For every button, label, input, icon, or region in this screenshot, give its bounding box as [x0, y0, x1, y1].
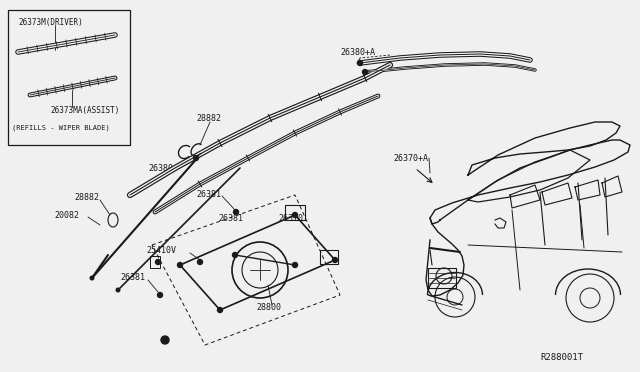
Circle shape [234, 209, 239, 215]
Text: R288001T: R288001T [540, 353, 583, 362]
Circle shape [232, 253, 237, 257]
Circle shape [198, 260, 202, 264]
Circle shape [90, 276, 94, 280]
Text: 26373MA(ASSIST): 26373MA(ASSIST) [50, 106, 120, 115]
Circle shape [161, 336, 169, 344]
Circle shape [292, 263, 298, 267]
Circle shape [163, 337, 168, 343]
Text: 26381: 26381 [218, 214, 243, 222]
Bar [285, 205, 305, 220]
Circle shape [362, 70, 367, 74]
Circle shape [193, 155, 198, 160]
Circle shape [292, 212, 298, 218]
Text: 25410V: 25410V [146, 246, 176, 254]
Bar [320, 250, 338, 264]
Text: 26381: 26381 [196, 189, 221, 199]
Circle shape [177, 263, 182, 267]
Text: 26381: 26381 [120, 273, 145, 282]
Text: 20082: 20082 [54, 211, 79, 219]
Circle shape [157, 292, 163, 298]
Bar [8, 10, 130, 145]
Circle shape [156, 260, 161, 264]
Text: 26373M(DRIVER): 26373M(DRIVER) [18, 17, 83, 26]
Bar [150, 256, 160, 268]
Text: 26370+A: 26370+A [393, 154, 428, 163]
Circle shape [218, 308, 223, 312]
Text: 28882: 28882 [74, 192, 99, 202]
Text: 28800: 28800 [256, 304, 281, 312]
Circle shape [358, 61, 362, 65]
Text: 26380: 26380 [148, 164, 173, 173]
Bar [428, 268, 456, 288]
Circle shape [333, 257, 337, 263]
Text: 26380+A: 26380+A [340, 48, 375, 57]
Text: (REFILLS - WIPER BLADE): (REFILLS - WIPER BLADE) [12, 125, 109, 131]
Text: 26370: 26370 [278, 214, 303, 222]
Polygon shape [468, 122, 620, 175]
Text: 28882: 28882 [196, 113, 221, 122]
Circle shape [116, 288, 120, 292]
